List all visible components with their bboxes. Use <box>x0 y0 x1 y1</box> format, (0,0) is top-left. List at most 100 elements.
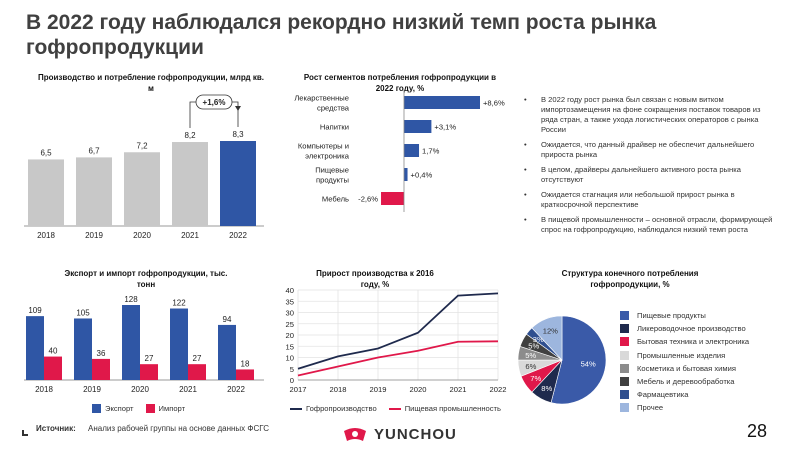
consumption-pie-chart: 54%8%7%6%5%5%3%12% <box>517 315 607 405</box>
growth-annotation: +1,6% <box>203 98 226 107</box>
pie-legend-item: Косметика и бытовая химия <box>620 362 749 375</box>
pie-legend-swatch <box>620 377 629 387</box>
x-tick-label: 2022 <box>227 385 245 394</box>
bullet-item: В пищевой промышленности – основной отра… <box>522 215 777 235</box>
bar-value-label: +8,6% <box>483 99 505 108</box>
pie-legend-label: Косметика и бытовая химия <box>637 363 736 373</box>
export-import-bar-chart: 109 40 2018 105 36 2019 128 27 2020 122 27 2021 94 18… <box>24 295 264 394</box>
bar-value-label: -2,6% <box>358 195 378 204</box>
slice-value-label: 5% <box>528 342 539 351</box>
pie-legend-label: Мебель и деревообработка <box>637 377 735 387</box>
pie-legend-label: Фармацевтика <box>637 390 689 400</box>
slice-value-label: 8% <box>541 384 552 393</box>
category-label: продукты <box>316 176 349 185</box>
slice-value-label: 12% <box>543 327 558 336</box>
chart4-title: Прирост производства к 2016 году, % <box>316 269 434 289</box>
x-tick-label: 2022 <box>229 231 247 240</box>
bar-value-label: +0,4% <box>411 171 433 180</box>
category-label: средства <box>317 104 350 113</box>
bar <box>92 358 110 380</box>
growth-arrowhead <box>235 106 241 111</box>
bar <box>381 192 404 205</box>
category-label: Компьютеры и <box>298 142 349 151</box>
slice-value-label: 7% <box>530 374 541 383</box>
bar-value-label: 27 <box>145 354 154 363</box>
y-tick-label: 0 <box>290 376 294 385</box>
legend-label-corrugated: Гофропроизводство <box>306 404 377 413</box>
x-tick-label: 2020 <box>410 385 427 394</box>
category-label: Мебель <box>322 195 349 204</box>
pie-legend-label: Ликероводочное производство <box>637 324 746 334</box>
page-number: 28 <box>747 421 768 441</box>
legend-swatch-export <box>92 404 101 413</box>
pie-legend-item: Ликероводочное производство <box>620 322 749 335</box>
growth-badge <box>195 94 233 110</box>
pie-legend-swatch <box>620 350 629 360</box>
category-label: Пищевые <box>315 166 349 175</box>
page-title: В 2022 году наблюдался рекордно низкий т… <box>26 11 657 59</box>
bar-value-label: 1,7% <box>422 147 440 156</box>
x-tick-label: 2018 <box>35 385 53 394</box>
bar <box>236 369 254 380</box>
slice-value-label: 6% <box>525 362 536 371</box>
bar-value-label: 18 <box>241 359 250 368</box>
bullet-item: Ожидается, что данный драйвер не обеспеч… <box>522 140 777 160</box>
pie-legend-swatch <box>620 390 629 400</box>
bar <box>218 324 236 380</box>
pie-legend-item: Прочее <box>620 401 749 414</box>
chart3-title: Экспорт и импорт гофропродукции, тыс. то… <box>64 269 228 289</box>
slice-value-label: 54% <box>581 359 596 368</box>
bar-value-label: 109 <box>28 306 42 315</box>
pie-legend-swatch <box>620 403 629 413</box>
bar-value-label: 8,3 <box>232 130 244 139</box>
series-line <box>297 340 499 377</box>
pie-legend-item: Бытовая техника и электроника <box>620 335 749 348</box>
pie-legend-swatch <box>620 324 629 334</box>
legend-swatch-import <box>145 404 155 413</box>
pie-slice <box>531 315 563 361</box>
chart4-legend: Гофропроизводство Пищевая промышленность <box>290 404 501 413</box>
growth-line-chart: 0 5 10 15 20 25 30 35 40 2017 2018 2019 2020 2021 2022 <box>286 286 507 394</box>
chart2-title: Рост сегментов потребления гофропродукци… <box>303 73 497 93</box>
production-bar-chart: 6,5 2018 6,7 2019 7,2 2020 8,2 2021 8,3 2022 +1,6% <box>24 94 264 240</box>
bar <box>170 308 188 380</box>
y-tick-label: 10 <box>286 354 294 363</box>
bar <box>44 356 62 380</box>
x-tick-label: 2019 <box>85 231 103 240</box>
bar-value-label: 122 <box>172 299 186 308</box>
bar-value-label: 40 <box>49 347 58 356</box>
x-tick-label: 2020 <box>133 231 151 240</box>
pie-legend-label: Промышленные изделия <box>637 350 726 360</box>
pie-legend-label: Пищевые продукты <box>637 311 706 321</box>
chart1-title: Производство и потребление гофропродукци… <box>37 73 265 93</box>
bar <box>140 364 158 380</box>
x-tick-label: 2021 <box>450 385 467 394</box>
bullet-item: Ожидается стагнация или небольшой прирос… <box>522 190 777 210</box>
pie-legend-item: Мебель и деревообработка <box>620 375 749 388</box>
y-tick-label: 40 <box>286 286 294 295</box>
legend-label-import: Импорт <box>158 404 186 413</box>
source-text: Анализ рабочей группы на основе данных Ф… <box>88 424 269 433</box>
key-findings-list: В 2022 году рост рынка был связан с новы… <box>522 95 777 240</box>
bar-value-label: 6,5 <box>40 148 52 157</box>
bar <box>404 168 408 181</box>
bar <box>220 141 256 226</box>
bar <box>122 305 140 380</box>
bar <box>26 316 44 380</box>
corner-mark <box>22 430 28 436</box>
chart5-title: Структура конечного потребления гофропро… <box>561 269 699 289</box>
y-tick-label: 15 <box>286 342 294 351</box>
x-tick-label: 2021 <box>179 385 197 394</box>
legend-label-food: Пищевая промышленность <box>404 404 501 413</box>
slice-value-label: 3% <box>533 335 544 344</box>
legend-label-export: Экспорт <box>105 404 134 413</box>
bar <box>76 157 112 226</box>
bar-value-label: 128 <box>124 295 138 304</box>
pie-legend-swatch <box>620 363 629 373</box>
bar-value-label: 27 <box>193 354 202 363</box>
bar <box>404 120 432 133</box>
logo-icon <box>344 427 366 441</box>
x-tick-label: 2020 <box>131 385 149 394</box>
bar-value-label: +3,1% <box>434 123 456 132</box>
pie-legend-swatch <box>620 311 629 321</box>
